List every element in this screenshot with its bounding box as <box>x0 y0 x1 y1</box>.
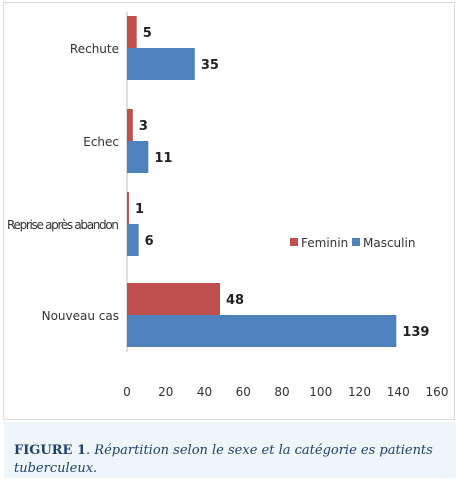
x-tick-label-4: 80 <box>274 385 289 399</box>
bar-feminin-3 <box>127 283 220 315</box>
data-label-feminin-2: 1 <box>135 202 144 217</box>
data-label-masculin-0: 35 <box>201 58 219 73</box>
bar-feminin-0 <box>127 16 137 48</box>
legend-swatch-masculin <box>352 238 360 246</box>
x-tick-label-0: 0 <box>123 385 131 399</box>
category-label-2: Reprise après abandon <box>7 218 119 232</box>
x-tick-label-8: 160 <box>426 385 449 399</box>
data-label-masculin-3: 139 <box>402 325 429 340</box>
bar-masculin-1 <box>127 141 149 173</box>
bar-feminin-1 <box>127 109 133 141</box>
data-label-feminin-0: 5 <box>143 26 152 41</box>
x-tick-label-5: 100 <box>309 385 332 399</box>
bar-masculin-2 <box>127 224 139 256</box>
legend-label-feminin: Feminin <box>301 236 348 250</box>
data-label-feminin-1: 3 <box>139 119 148 134</box>
category-label-0: Rechute <box>70 42 119 56</box>
bar-masculin-0 <box>127 48 195 80</box>
bar-chart: 5 35 Rechute 3 11 Echec 1 6 Reprise après abando… <box>7 12 449 399</box>
caption-label: FIGURE 1 <box>14 443 87 458</box>
data-label-masculin-2: 6 <box>145 234 154 249</box>
bar-masculin-3 <box>127 315 397 347</box>
category-label-1: Echec <box>83 135 119 149</box>
x-tick-label-7: 140 <box>387 385 410 399</box>
figure-caption: FIGURE 1. Répartition selon le sexe et l… <box>4 422 456 478</box>
x-tick-label-1: 20 <box>158 385 173 399</box>
chart-frame <box>3 2 455 420</box>
legend-label-masculin: Masculin <box>363 236 415 250</box>
legend-swatch-feminin <box>290 238 298 246</box>
data-label-masculin-1: 11 <box>154 151 172 166</box>
x-tick-label-2: 40 <box>197 385 212 399</box>
caption-text: . Répartition selon le sexe et la catégo… <box>14 443 433 476</box>
x-tick-label-6: 120 <box>348 385 371 399</box>
data-label-feminin-3: 48 <box>226 293 244 308</box>
category-label-3: Nouveau cas <box>42 309 119 323</box>
bar-feminin-2 <box>127 192 129 224</box>
x-tick-label-3: 60 <box>236 385 251 399</box>
